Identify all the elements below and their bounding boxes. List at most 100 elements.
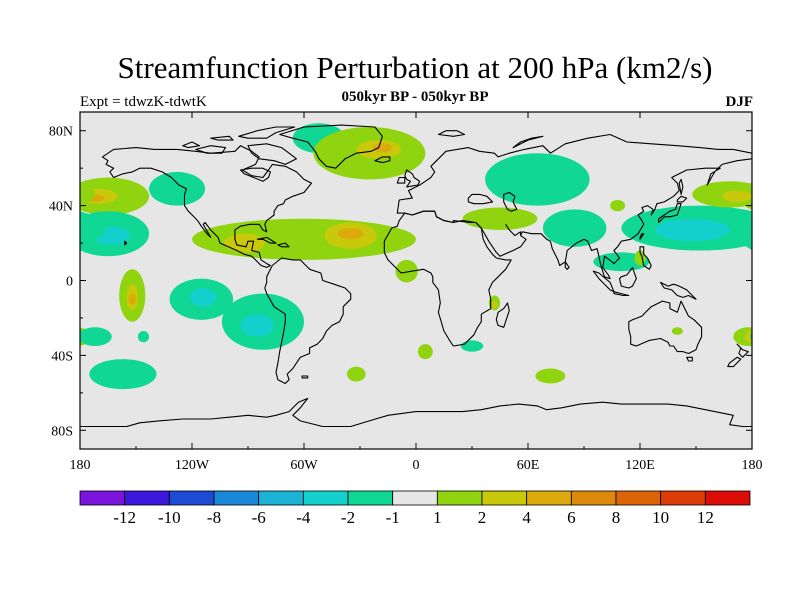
colorbar-label: -8 (207, 508, 221, 527)
anomaly-ne-pacific-positive-core (752, 189, 789, 204)
coastline-britain (404, 169, 421, 188)
y-tick-label: 80N (49, 125, 73, 140)
colorbar-swatch (124, 490, 170, 506)
anomaly-se-pacific-negative-core (190, 287, 217, 307)
anomaly-se-pacific-negative-small (137, 331, 150, 343)
anomaly-madagascar-positive-core (491, 301, 498, 309)
colorbar-label: 2 (478, 508, 487, 527)
page-title: Streamfunction Perturbation at 200 hPa (… (117, 50, 713, 85)
y-tick-label: 0 (66, 275, 73, 290)
colorbar-swatch (704, 490, 751, 506)
y-axis: 80N 40N 0 40S 80S (49, 125, 752, 439)
contour-fill-layer (80, 123, 789, 390)
x-axis: 180 120W 60W 0 60E 120E 180 (70, 112, 763, 473)
coastline-caspian (503, 191, 518, 212)
anomaly-arabia-negative (542, 209, 607, 247)
x-tick-label: 60E (517, 458, 540, 473)
coastline-hokkaido (676, 195, 688, 203)
anomaly-s-indian-positive (417, 344, 433, 360)
colorbar-swatch (302, 490, 349, 506)
anomaly-s-pacific-negative (89, 359, 157, 390)
anomaly-china-positive (610, 199, 626, 212)
colorbar-swatch (347, 490, 394, 506)
colorbar-swatch (258, 490, 304, 506)
colorbar-swatch (392, 490, 438, 506)
anomaly-s-america-negative-core (240, 314, 275, 337)
colorbar-swatch (570, 490, 617, 506)
coastline-japan (658, 203, 682, 224)
coastline-south-america (264, 257, 352, 385)
coastline-svalbard (437, 130, 466, 137)
colorbar-label: 1 (433, 508, 442, 527)
anomaly-atlantic-positive-tail (395, 259, 418, 283)
coastline-philippines (639, 246, 652, 270)
x-tick-label: 180 (70, 458, 91, 473)
colorbar-swatch (436, 490, 483, 506)
y-tick-label: 40N (49, 200, 73, 215)
coastline-layer (80, 124, 752, 428)
anomaly-w-canada-negative (149, 171, 206, 206)
coastline-iceland (374, 156, 391, 164)
anomaly-n-pacific-positive-core (722, 190, 752, 202)
anomaly-n-atlantic-positive-max (373, 142, 392, 153)
colorbar-swatch (660, 490, 706, 506)
coastline-victoria-is (195, 145, 227, 154)
anomaly-w-pacific-negative-core (654, 218, 730, 242)
colorbar-label: 8 (612, 508, 621, 527)
colorbar-swatch (168, 490, 215, 506)
colorbar-label: -4 (296, 508, 311, 527)
coastline-java (613, 291, 630, 297)
coastline-taiwan (639, 233, 645, 240)
coastline-eurasia (396, 133, 752, 280)
anomaly-s-atlantic-positive (346, 366, 366, 382)
anomaly-tropical-atlantic-positive-max (337, 228, 364, 240)
anomaly-w-pacific-negative (80, 211, 107, 245)
experiment-label: Expt = tdwzK-tdwtK (80, 94, 207, 110)
season-label: DJF (725, 94, 754, 110)
colorbar-label: -2 (341, 508, 355, 527)
anomaly-central-pacific-positive-max (128, 293, 136, 305)
coastline-baffin (247, 143, 298, 165)
y-tick-label: 40S (51, 349, 73, 364)
x-tick-label: 60W (290, 458, 318, 473)
colorbar-label: 12 (697, 508, 714, 527)
colorbar-swatch (526, 490, 572, 506)
coastline-new-zealand-n (736, 343, 749, 358)
coastline-new-guinea (659, 281, 697, 300)
coastline-greenland (279, 124, 383, 169)
coastline-sakhalin (678, 178, 684, 195)
coastline-sri-lanka (564, 261, 570, 270)
colorbar-label: -12 (113, 508, 136, 527)
subtitle: 050kyr BP - 050kyr BP (341, 89, 489, 105)
coastline-black-sea (467, 193, 494, 205)
anomaly-n-pacific-positive (80, 183, 95, 205)
anomaly-e-pacific-negative (750, 332, 752, 341)
coastline-africa (383, 210, 512, 347)
coastline-falklands (301, 375, 309, 379)
coastline-ireland (396, 176, 406, 184)
colorbar-label: -6 (252, 508, 266, 527)
anomaly-s-indian-negative (460, 340, 484, 352)
colorbar-swatch (213, 490, 260, 506)
coastline-arctic-is-1 (210, 135, 234, 141)
anomaly-australia-positive (733, 327, 752, 347)
colorbar-label: 6 (567, 508, 576, 527)
colorbar-swatch (79, 490, 126, 506)
coastline-madagascar (495, 302, 510, 328)
coastline-banks-is (182, 141, 201, 149)
coastline-hispaniola (277, 242, 290, 248)
coastline-arabia-gulf (505, 223, 522, 237)
coastline-cuba (256, 236, 277, 244)
coastline-new-zealand-s (727, 356, 742, 368)
anomaly-s-indian-positive-2 (535, 368, 566, 384)
colorbar-label: 10 (652, 508, 669, 527)
colorbar-swatch (615, 490, 662, 506)
anomaly-e-pacific-negative (80, 327, 112, 347)
anomaly-tasman-positive (671, 327, 683, 335)
x-tick-label: 120W (175, 458, 210, 473)
x-tick-label: 120E (625, 458, 655, 473)
anomaly-mediterranean-positive (462, 207, 538, 230)
coastline-ellesmere (238, 126, 296, 139)
colorbar: -12 -10 -8 -6 -4 -2 -1 1 2 4 6 8 10 12 (79, 490, 751, 527)
